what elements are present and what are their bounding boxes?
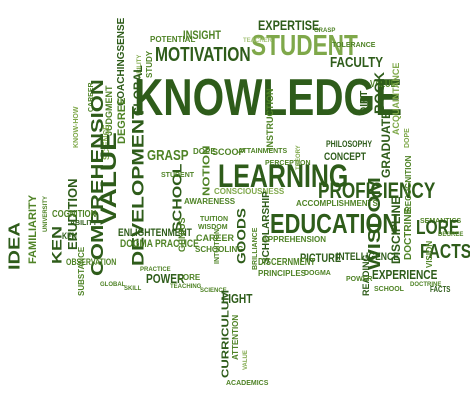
word-know-how: KNOW-HOW [73,106,80,148]
word-university: UNIVERSITY [43,195,49,232]
word-knowledge: KNOWLEDGE [134,69,403,127]
word-facts: FACTS [420,241,470,263]
word-teaching: TEACHING [170,284,202,290]
word-skill: SKILL [124,286,142,292]
word-coachingsense: COACHINGSENSE [116,17,127,106]
word-attention: ATTENTION [231,314,240,360]
word-career: CAREER [196,233,235,243]
word-dogma: DOGMA [304,270,331,277]
word-observation: OBSERVATION [66,257,117,267]
word-substance: SUBSTANCE [77,246,86,296]
word-power-small: POWER [346,276,373,283]
word-instruction: INSTRUCTION [265,88,275,151]
word-consciousness: CONSCIOUSNESS [214,187,285,196]
word-book: BOOK [371,72,387,114]
word-dope-r: DOPE [404,128,411,148]
word-dirt: DIRT [359,90,370,114]
word-picture: PICTURE [300,251,342,265]
word-tuition: TUITION [200,216,228,223]
word-goods: GOODS [235,208,249,264]
word-apprehension: APPREHENSION [262,235,327,244]
word-student-small: STUDENT [161,172,195,179]
word-notion: NOTION [200,145,212,196]
word-proficiency: PROFICIENCY [318,178,436,203]
word-perception: PERCEPTION [265,160,311,167]
word-tolerance: TOLERANCE [332,42,376,49]
word-concept: CONCEPT [324,151,366,163]
word-teacher: TEACHER [243,38,273,44]
word-value-right: VALUE [370,79,396,90]
word-genius: GENIUS [177,217,187,252]
word-faculty: FACULTY [330,54,384,71]
word-grasp-top: GRASP [314,28,336,34]
word-expertise: EXPERTISE [258,17,320,33]
word-practice: PRACTICE [140,267,171,273]
word-value-trunk: VALUE [243,350,249,370]
word-recognition: RECOGNITION [404,155,413,212]
word-comprehension: COMPREHENSION [87,79,107,276]
word-doctrine: DOCTRINE [403,207,414,260]
word-idea: IDEA [6,222,24,270]
word-doctrine-small: DOCTRINE [410,282,442,288]
word-graduate: GRADUATE [379,110,393,178]
word-vision: VISION [425,240,434,268]
word-familiarity: FAMILIARITY [27,194,39,264]
word-global-small: GLOBAL [100,282,126,288]
word-potential: POTENTIAL [150,35,196,44]
word-science-small: SCIENCE [200,288,227,294]
word-lore-small: LORE [178,273,201,282]
word-dogma-practice: DOGMA PRACTICE [120,238,199,250]
word-academics: ACADEMICS [226,380,269,387]
word-insight: INSIGHT [183,28,221,42]
word-intuition: INTUITION [214,229,221,264]
word-attainments: ATTAINMENTS [238,148,288,155]
word-accomplishments: ACCOMPLISHMENTS [296,199,378,208]
word-scholarship: SCHOLARSHIP [261,191,272,264]
word-learning: LEARNING [218,158,349,194]
word-enlightenment: ENLIGHTENMENT [118,227,192,239]
word-discernment: DISCERNMENT [258,257,316,268]
word-power: POWER [146,271,185,286]
word-semantics: SEMANTICS [420,218,462,225]
word-facts-small: FACTS [430,285,451,294]
word-student: STUDENT [251,30,358,62]
word-school-small: SCHOOL [374,286,404,293]
word-philosophy: PHILOSOPHY [326,139,373,149]
word-intelligence: INTELLIGENCE [336,251,399,263]
word-experience: EXPERIENCE [372,267,438,282]
word-grasp: GRASP [147,147,189,164]
word-education: EDUCATION [270,208,399,239]
word-principles: PRINCIPLES [258,269,307,278]
word-schooling: SCHOOLING [195,245,244,254]
word-scoop: SCOOP [212,147,245,157]
word-awareness: AWARENESS [184,197,236,206]
word-ken-small: KEN [62,231,77,241]
word-acquaintance: ACQUAINTANCE [391,62,401,135]
word-wisdom-small: WISDOM [198,224,228,231]
word-light: LIGHT [222,291,253,306]
word-motivation: MOTIVATION [155,44,251,66]
word-lore: LORE [416,217,460,239]
word-curriculum: CURRICULUM [219,289,231,378]
word-degree-small: DEGREE [438,232,464,238]
word-dope: DOPE [193,147,216,156]
word-ability-left: ABILITY [70,220,98,227]
word-cognition: COGNITION [52,209,97,220]
